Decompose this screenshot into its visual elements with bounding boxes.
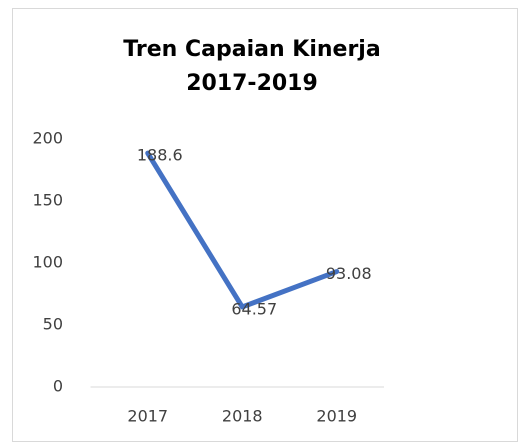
x-tick-label: 2018: [222, 407, 263, 426]
x-tick-label: 2017: [127, 407, 168, 426]
chart-title: Tren Capaian Kinerja: [123, 37, 380, 62]
chart-title: 2017-2019: [186, 71, 318, 96]
y-tick-label: 100: [32, 253, 63, 272]
data-label: 64.57: [231, 299, 277, 318]
y-tick-label: 0: [53, 377, 63, 396]
chart-frame: [12, 8, 518, 442]
y-tick-label: 150: [32, 191, 63, 210]
y-tick-label: 50: [43, 315, 63, 334]
data-label: 93.08: [326, 264, 372, 283]
x-tick-label: 2019: [316, 407, 357, 426]
line-series: [145, 150, 340, 310]
y-tick-label: 200: [32, 129, 63, 148]
data-label: 188.6: [137, 146, 183, 165]
